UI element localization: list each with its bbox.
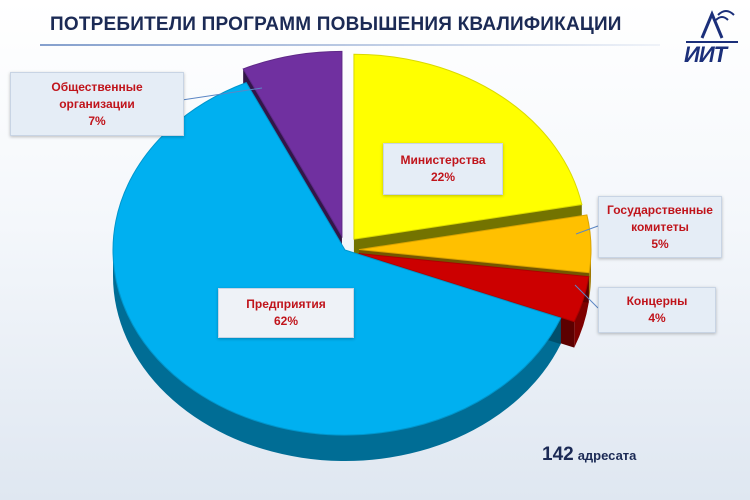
label-enterprises-name: Предприятия <box>246 297 326 311</box>
leader-line-1 <box>181 87 263 101</box>
iit-logo: ИИТ <box>680 8 742 68</box>
label-concerns: Концерны 4% <box>598 287 716 333</box>
slice-государственные-комитеты <box>358 214 592 274</box>
label-organizations-value: 7% <box>88 113 106 128</box>
leader-lines <box>181 87 599 309</box>
label-concerns-name: Концерны <box>626 294 688 308</box>
label-organizations-name-2: организации <box>59 96 135 111</box>
label-ministries-value: 22% <box>430 170 456 184</box>
label-committees-name-1: Государственные <box>607 202 713 217</box>
label-concerns-value: 4% <box>648 311 666 325</box>
label-committees: Государственные комитеты 5% <box>598 196 722 258</box>
label-ministries: Министерства 22% <box>383 143 503 195</box>
label-enterprises: Предприятия 62% <box>218 288 354 338</box>
slide-title: ПОТРЕБИТЕЛИ ПРОГРАММ ПОВЫШЕНИЯ КВАЛИФИКА… <box>50 14 622 35</box>
signal-waves-icon <box>686 10 738 43</box>
logo-text: ИИТ <box>684 42 727 67</box>
slice-предприятия <box>112 81 562 436</box>
label-organizations-name-1: Общественные <box>51 79 143 94</box>
total-number: 142 <box>542 444 574 465</box>
slice-концерны <box>358 252 590 323</box>
label-committees-name-2: комитеты <box>631 219 689 234</box>
label-enterprises-value: 62% <box>273 314 299 328</box>
label-organizations: Общественные организации 7% <box>10 72 184 136</box>
leader-line-2 <box>575 225 599 235</box>
slice-общественные-организации <box>242 50 343 239</box>
leader-line-3 <box>574 284 599 309</box>
total-unit: адресата <box>577 448 637 463</box>
total-count: 142 адресата <box>542 444 636 466</box>
label-ministries-name: Министерства <box>400 153 486 167</box>
label-committees-value: 5% <box>651 236 669 251</box>
title-underline <box>40 44 660 46</box>
